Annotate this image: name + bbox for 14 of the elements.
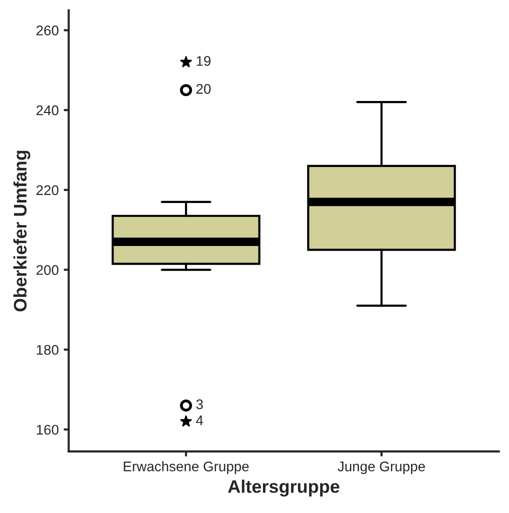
annotation: 4: [196, 416, 204, 426]
x-tick-label: Junge Gruppe: [338, 462, 425, 474]
y-tick-label: 260: [36, 26, 58, 36]
y-axis-title: Oberkiefer Umfang: [13, 150, 30, 312]
y-tick-label: 180: [36, 344, 58, 355]
y-tick-label: 220: [36, 185, 58, 196]
annotation: 20: [196, 84, 211, 94]
y-tick-label: 240: [36, 105, 58, 116]
annotation: 19: [196, 56, 211, 66]
x-tick-label: Erwachsene Gruppe: [124, 461, 249, 474]
y-tick-label: 160: [36, 424, 58, 435]
annotation: 3: [196, 399, 203, 410]
y-tick-label: 200: [36, 265, 58, 275]
x-axis-title: Altersgruppe: [228, 480, 340, 497]
